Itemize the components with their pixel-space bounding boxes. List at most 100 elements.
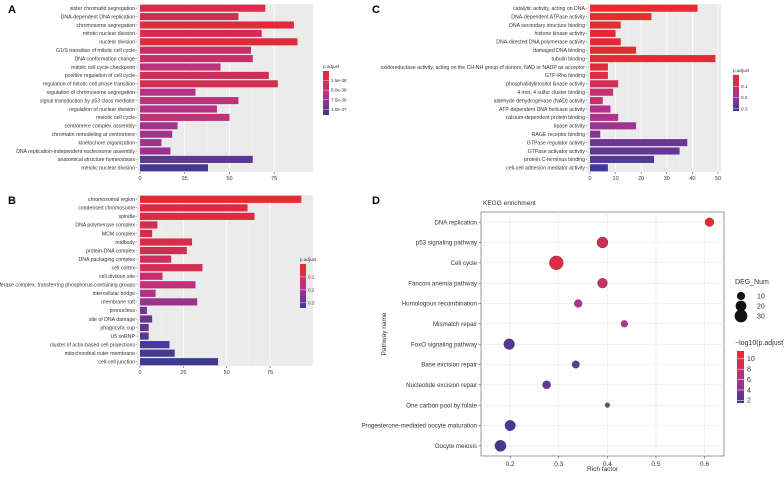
- category-label: spindle: [119, 214, 136, 220]
- data-point: [597, 278, 608, 289]
- data-point: [503, 338, 515, 350]
- bar: [590, 88, 614, 96]
- category-label: chromatin remodeling at centromere: [52, 132, 135, 138]
- category-label: nuclear division: [99, 40, 135, 46]
- x-tick-label: 75: [267, 370, 273, 376]
- bar: [590, 55, 716, 63]
- pathway-label: Progesterone-mediated oocyte maturation: [361, 423, 477, 430]
- category-label: RAGE receptor binding: [532, 132, 585, 138]
- category-label: GTPase activator activity: [528, 149, 586, 155]
- bar: [590, 71, 608, 79]
- category-label: catalytic activity, acting on DNA: [513, 6, 586, 12]
- colorbar: [323, 71, 329, 115]
- bar: [590, 113, 619, 121]
- bar: [140, 88, 196, 96]
- bar: [140, 272, 163, 280]
- category-label: mitotic nuclear division: [83, 31, 135, 37]
- data-point: [504, 420, 516, 431]
- chart-title: KEGG enrichment: [483, 200, 536, 207]
- x-tick-label: 10: [613, 176, 619, 182]
- x-tick-label: 25: [180, 370, 186, 376]
- bar: [140, 80, 278, 88]
- x-tick-label: 0: [138, 370, 141, 376]
- category-label: MCM complex: [102, 231, 136, 237]
- x-tick-label: 40: [689, 176, 695, 182]
- bar: [590, 155, 654, 163]
- size-legend-dot: [735, 300, 747, 312]
- bar: [140, 147, 171, 155]
- category-label: intercellular bridge: [93, 291, 136, 297]
- data-point: [571, 360, 580, 369]
- bar: [590, 139, 688, 147]
- bar: [140, 155, 253, 163]
- category-label: GTPase regulator activity: [527, 140, 586, 146]
- bar: [140, 323, 149, 332]
- bar: [590, 29, 616, 37]
- panel-label-c: C: [372, 4, 380, 16]
- x-tick-label: 50: [224, 370, 230, 376]
- bar: [140, 38, 298, 46]
- category-label: tubulin binding: [552, 56, 586, 62]
- color-legend-label: 4: [747, 387, 751, 394]
- pathway-label: Homologous recombination: [402, 301, 478, 308]
- category-label: DNA-dependent ATPase activity: [511, 14, 585, 20]
- legend-title: p.adjust: [733, 68, 750, 73]
- bar: [140, 358, 219, 366]
- category-label: mitochondrial outer membrane: [65, 351, 135, 357]
- category-label: phagocytic cup: [100, 325, 135, 331]
- panel-label-a: A: [8, 4, 16, 16]
- bar: [140, 349, 175, 357]
- x-tick-label: 0.2: [506, 461, 515, 468]
- data-point: [620, 320, 628, 328]
- legend-title: p.adjust: [323, 64, 340, 69]
- category-label: phosphatidylinositol kinase activity: [506, 82, 585, 88]
- x-tick-label: 50: [715, 176, 721, 182]
- bar: [140, 255, 172, 263]
- x-tick-label: 0.3: [554, 461, 563, 468]
- category-label: aldehyde dehydrogenase (NAD) activity: [494, 98, 586, 104]
- pathway-label: p53 signaling pathway: [416, 240, 478, 247]
- category-label: GTP-Rho binding: [545, 73, 585, 79]
- category-label: histone kinase activity: [535, 31, 586, 37]
- size-legend-label: 30: [757, 313, 765, 320]
- bar: [140, 332, 149, 340]
- legend-label: 0.3: [741, 106, 748, 111]
- x-tick-label: 50: [226, 176, 232, 182]
- category-label: DNA-directed DNA polymerase activity: [496, 40, 585, 46]
- legend-label: 0.1: [741, 84, 748, 89]
- panel-label-d: D: [372, 195, 380, 207]
- size-legend-dot: [736, 291, 746, 301]
- bar: [140, 315, 153, 323]
- bar: [140, 46, 251, 54]
- category-label: cell-cell adhesion mediator activity: [506, 166, 585, 172]
- pathway-label: Nucleotide excision repair: [406, 382, 477, 389]
- bar: [140, 113, 230, 121]
- color-legend-label: 10: [747, 356, 755, 363]
- category-label: DNA secondary structure binding: [509, 23, 585, 29]
- pathway-label: Mismatch repair: [433, 321, 477, 328]
- size-legend-title: DEG_Num: [735, 279, 769, 286]
- colorbar: [737, 351, 744, 403]
- bar: [590, 4, 698, 12]
- category-label: DNA replication-independent nucleosome a…: [16, 149, 135, 155]
- bar: [140, 4, 266, 12]
- category-label: membrane raft: [101, 300, 135, 306]
- category-label: pronucleus: [110, 308, 136, 314]
- size-legend-label: 20: [757, 303, 765, 310]
- category-label: sister chromatid segregation: [70, 6, 135, 12]
- bar: [590, 105, 611, 113]
- data-point: [704, 217, 714, 227]
- x-tick-label: 0.4: [603, 461, 612, 468]
- x-tick-label: 20: [638, 176, 644, 182]
- bar: [140, 97, 239, 105]
- color-legend-label: 8: [747, 367, 751, 374]
- size-legend-dot: [734, 309, 748, 323]
- pathway-label: Fanconi anemia pathway: [408, 280, 478, 287]
- color-legend-label: 6: [747, 377, 751, 384]
- bar: [140, 13, 239, 21]
- plot-background: [137, 4, 313, 172]
- category-label: regulation of mitotic cell phase transit…: [43, 82, 135, 88]
- category-label: DNA polymerase complex: [75, 223, 135, 229]
- category-label: U5 snRNP: [110, 334, 135, 340]
- pathway-label: Cell cycle: [451, 260, 478, 267]
